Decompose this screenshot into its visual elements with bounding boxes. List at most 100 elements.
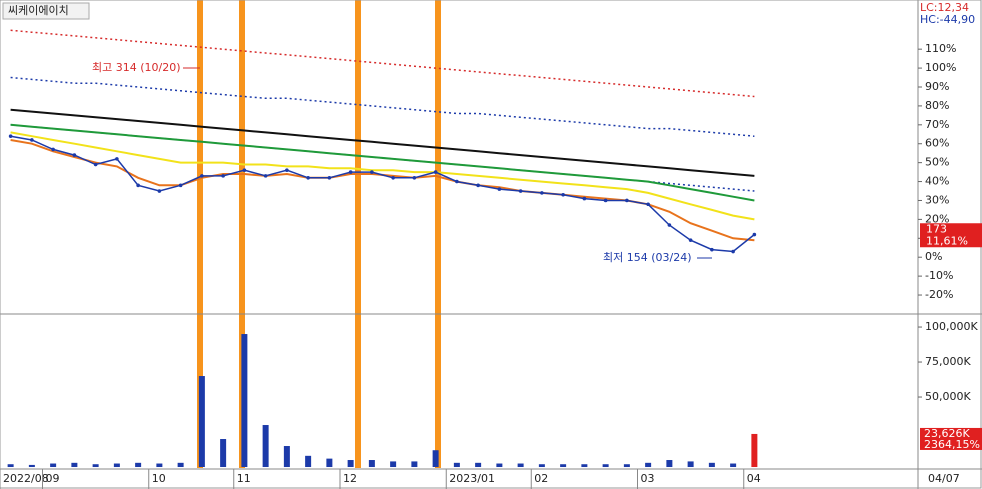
high-annotation: 최고 314 (10/20): [92, 61, 181, 74]
price-point: [178, 183, 183, 188]
price-point: [497, 187, 502, 191]
volume-bar: [326, 458, 333, 468]
volume-bar: [623, 464, 630, 468]
price-point: [242, 168, 247, 173]
price-point: [115, 157, 119, 161]
volume-bar: [50, 463, 57, 468]
x-tick-label: 04: [747, 472, 761, 485]
highlight-band: [239, 0, 245, 468]
volume-bar: [283, 446, 290, 468]
volume-bar: [602, 464, 609, 468]
price-point: [433, 170, 438, 174]
price-point: [752, 232, 757, 237]
volume-bar: [198, 376, 205, 468]
x-tick-label: 03: [641, 472, 655, 485]
y-tick-label: -20%: [925, 288, 953, 301]
x-tick-label: 11: [237, 472, 251, 485]
price-point: [603, 198, 608, 203]
x-tick-label: 09: [46, 472, 60, 485]
volume-bar: [7, 464, 14, 468]
indicator-line: [10, 131, 755, 221]
y-tick-label: 20%: [925, 212, 949, 225]
y-tick-label: 100,000K: [925, 320, 978, 333]
volume-bar: [666, 460, 673, 468]
price-point: [370, 170, 374, 174]
volume-bar: [241, 334, 248, 468]
price-point: [688, 238, 693, 242]
highlight-band: [355, 0, 361, 468]
last-price-box: [920, 223, 982, 248]
y-tick-label: 60%: [925, 137, 949, 150]
y-tick-label: 40%: [925, 175, 949, 188]
volume-bar: [305, 455, 312, 468]
x-tick-label: 12: [343, 472, 357, 485]
y-tick-label: 110%: [925, 42, 956, 55]
price-point: [72, 153, 77, 157]
volume-bar: [730, 463, 737, 468]
volume-bar: [517, 463, 524, 468]
price-point: [625, 198, 629, 203]
y-tick-label: 70%: [925, 118, 949, 131]
volume-bar: [411, 461, 418, 468]
last-price: 173: [926, 222, 947, 235]
y-tick-label: 0%: [925, 250, 942, 263]
price-point: [667, 223, 672, 227]
highlight-band: [435, 0, 441, 468]
price-point: [476, 183, 480, 188]
price-point: [348, 170, 353, 174]
volume-bar: [135, 462, 142, 468]
price-point: [285, 168, 289, 173]
volume-bar: [347, 460, 354, 468]
price-point: [518, 189, 523, 193]
price-point: [8, 134, 13, 138]
price-point: [561, 192, 565, 197]
volume-bar: [687, 461, 694, 468]
volume-bar: [262, 425, 269, 468]
volume-bar: [220, 439, 227, 468]
y-tick-label: 100%: [925, 61, 956, 74]
price-point: [221, 174, 225, 178]
price-point: [93, 162, 98, 167]
price-point: [136, 183, 140, 188]
last-volume-box: [920, 427, 982, 450]
volume-bar: [538, 464, 545, 468]
x-tick-label: 10: [152, 472, 166, 485]
volume-bar: [708, 462, 715, 468]
x-tick-label: 02: [534, 472, 548, 485]
y-tick-label: 30%: [925, 193, 949, 206]
last-volume: 23,626K: [924, 427, 970, 440]
price-point: [710, 247, 714, 252]
price-point: [646, 202, 650, 207]
indicator-line: [10, 123, 755, 202]
lc-label: LC:12,34: [920, 1, 969, 14]
chart-title: 씨케이에이치: [8, 4, 69, 17]
volume-change: 2364,15%: [924, 438, 980, 451]
volume-bar: [177, 462, 184, 468]
price-point: [731, 249, 735, 254]
price-point: [306, 175, 310, 180]
volume-bar: [368, 460, 375, 468]
y-tick-label: 90%: [925, 80, 949, 93]
x-tick-label: 2022/08: [3, 472, 49, 485]
y-tick-label: -10%: [925, 269, 953, 282]
volume-bar: [496, 463, 503, 468]
price-point: [30, 138, 34, 142]
price-point: [200, 174, 204, 178]
volume-bar: [113, 463, 120, 468]
y-tick-label: 50%: [925, 156, 949, 169]
volume-bar: [71, 462, 78, 468]
price-point: [263, 174, 268, 178]
date-label: 04/07: [928, 472, 960, 485]
volume-bar: [92, 464, 99, 468]
title-box: [2, 2, 90, 20]
volume-bar: [475, 462, 482, 468]
volume-bar: [28, 464, 35, 468]
volume-bar: [581, 464, 588, 468]
price-point: [391, 175, 395, 180]
price-point: [157, 189, 162, 193]
x-tick-label: 2023/01: [449, 472, 495, 485]
last-change: 11,61%: [926, 234, 968, 247]
volume-bar: [156, 463, 163, 468]
